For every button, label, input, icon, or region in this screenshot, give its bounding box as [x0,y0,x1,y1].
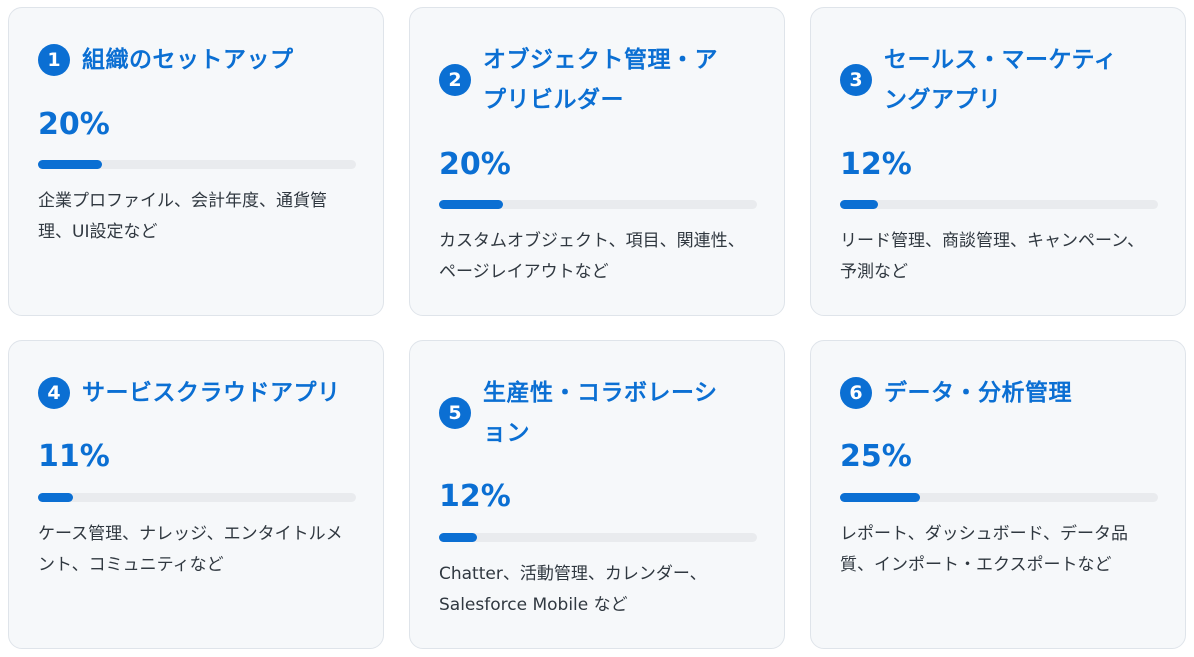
progress-fill [38,493,73,502]
card-object-management: 2 オブジェクト管理・アプリビルダー 20% カスタムオブジェクト、項目、関連性… [409,7,785,316]
card-title: オブジェクト管理・アプリビルダー [483,47,718,113]
number-badge: 1 [38,44,70,76]
number-badge: 5 [439,397,471,429]
number-badge: 6 [840,377,872,409]
card-description: リード管理、商談管理、キャンペーン、予測など [840,231,1145,282]
card-data-analytics: 6 データ・分析管理 25% レポート、ダッシュボード、データ品質、インポート・… [810,340,1186,649]
card-productivity-collaboration: 5 生産性・コラボレーション 12% Chatter、活動管理、カレンダー、Sa… [409,340,785,649]
number-badge: 3 [840,64,872,96]
card-organization-setup: 1 組織のセットアップ 20% 企業プロファイル、会計年度、通貨管理、UI設定な… [8,7,384,316]
card-title: セールス・マーケティングアプリ [884,47,1118,113]
card-header: 3 セールス・マーケティングアプリ [840,40,1140,120]
progress-fill [439,200,503,209]
percentage: 20% [38,107,110,142]
percentage: 20% [439,147,511,182]
card-sales-marketing: 3 セールス・マーケティングアプリ 12% リード管理、商談管理、キャンペーン、… [810,7,1186,316]
progress-fill [439,533,478,542]
card-title: 生産性・コラボレーション [483,380,718,446]
card-header: 2 オブジェクト管理・アプリビルダー [439,40,739,120]
card-header: 6 データ・分析管理 [840,373,1165,413]
progress-bar [439,200,757,209]
card-header: 5 生産性・コラボレーション [439,373,719,453]
percentage: 12% [439,479,511,514]
progress-bar [840,200,1158,209]
card-description: ケース管理、ナレッジ、エンタイトルメント、コミュニティなど [38,524,343,575]
percentage: 11% [38,439,110,474]
card-description: 企業プロファイル、会計年度、通貨管理、UI設定など [38,191,327,242]
card-title: 組織のセットアップ [82,47,294,73]
number-badge: 4 [38,377,70,409]
progress-fill [38,160,102,169]
card-header: 4 サービスクラウドアプリ [38,373,363,413]
progress-fill [840,493,920,502]
card-description: Chatter、活動管理、カレンダー、Salesforce Mobile など [439,564,707,615]
progress-bar [840,493,1158,502]
number-badge: 2 [439,64,471,96]
card-service-cloud: 4 サービスクラウドアプリ 11% ケース管理、ナレッジ、エンタイトルメント、コ… [8,340,384,649]
percentage: 25% [840,439,912,474]
progress-bar [38,493,356,502]
card-title: データ・分析管理 [884,380,1072,406]
progress-bar [439,533,757,542]
progress-fill [840,200,879,209]
card-header: 1 組織のセットアップ [38,40,363,80]
percentage: 12% [840,147,912,182]
progress-bar [38,160,356,169]
card-description: レポート、ダッシュボード、データ品質、インポート・エクスポートなど [840,524,1128,575]
card-title: サービスクラウドアプリ [82,380,341,406]
card-description: カスタムオブジェクト、項目、関連性、ページレイアウトなど [439,231,745,282]
